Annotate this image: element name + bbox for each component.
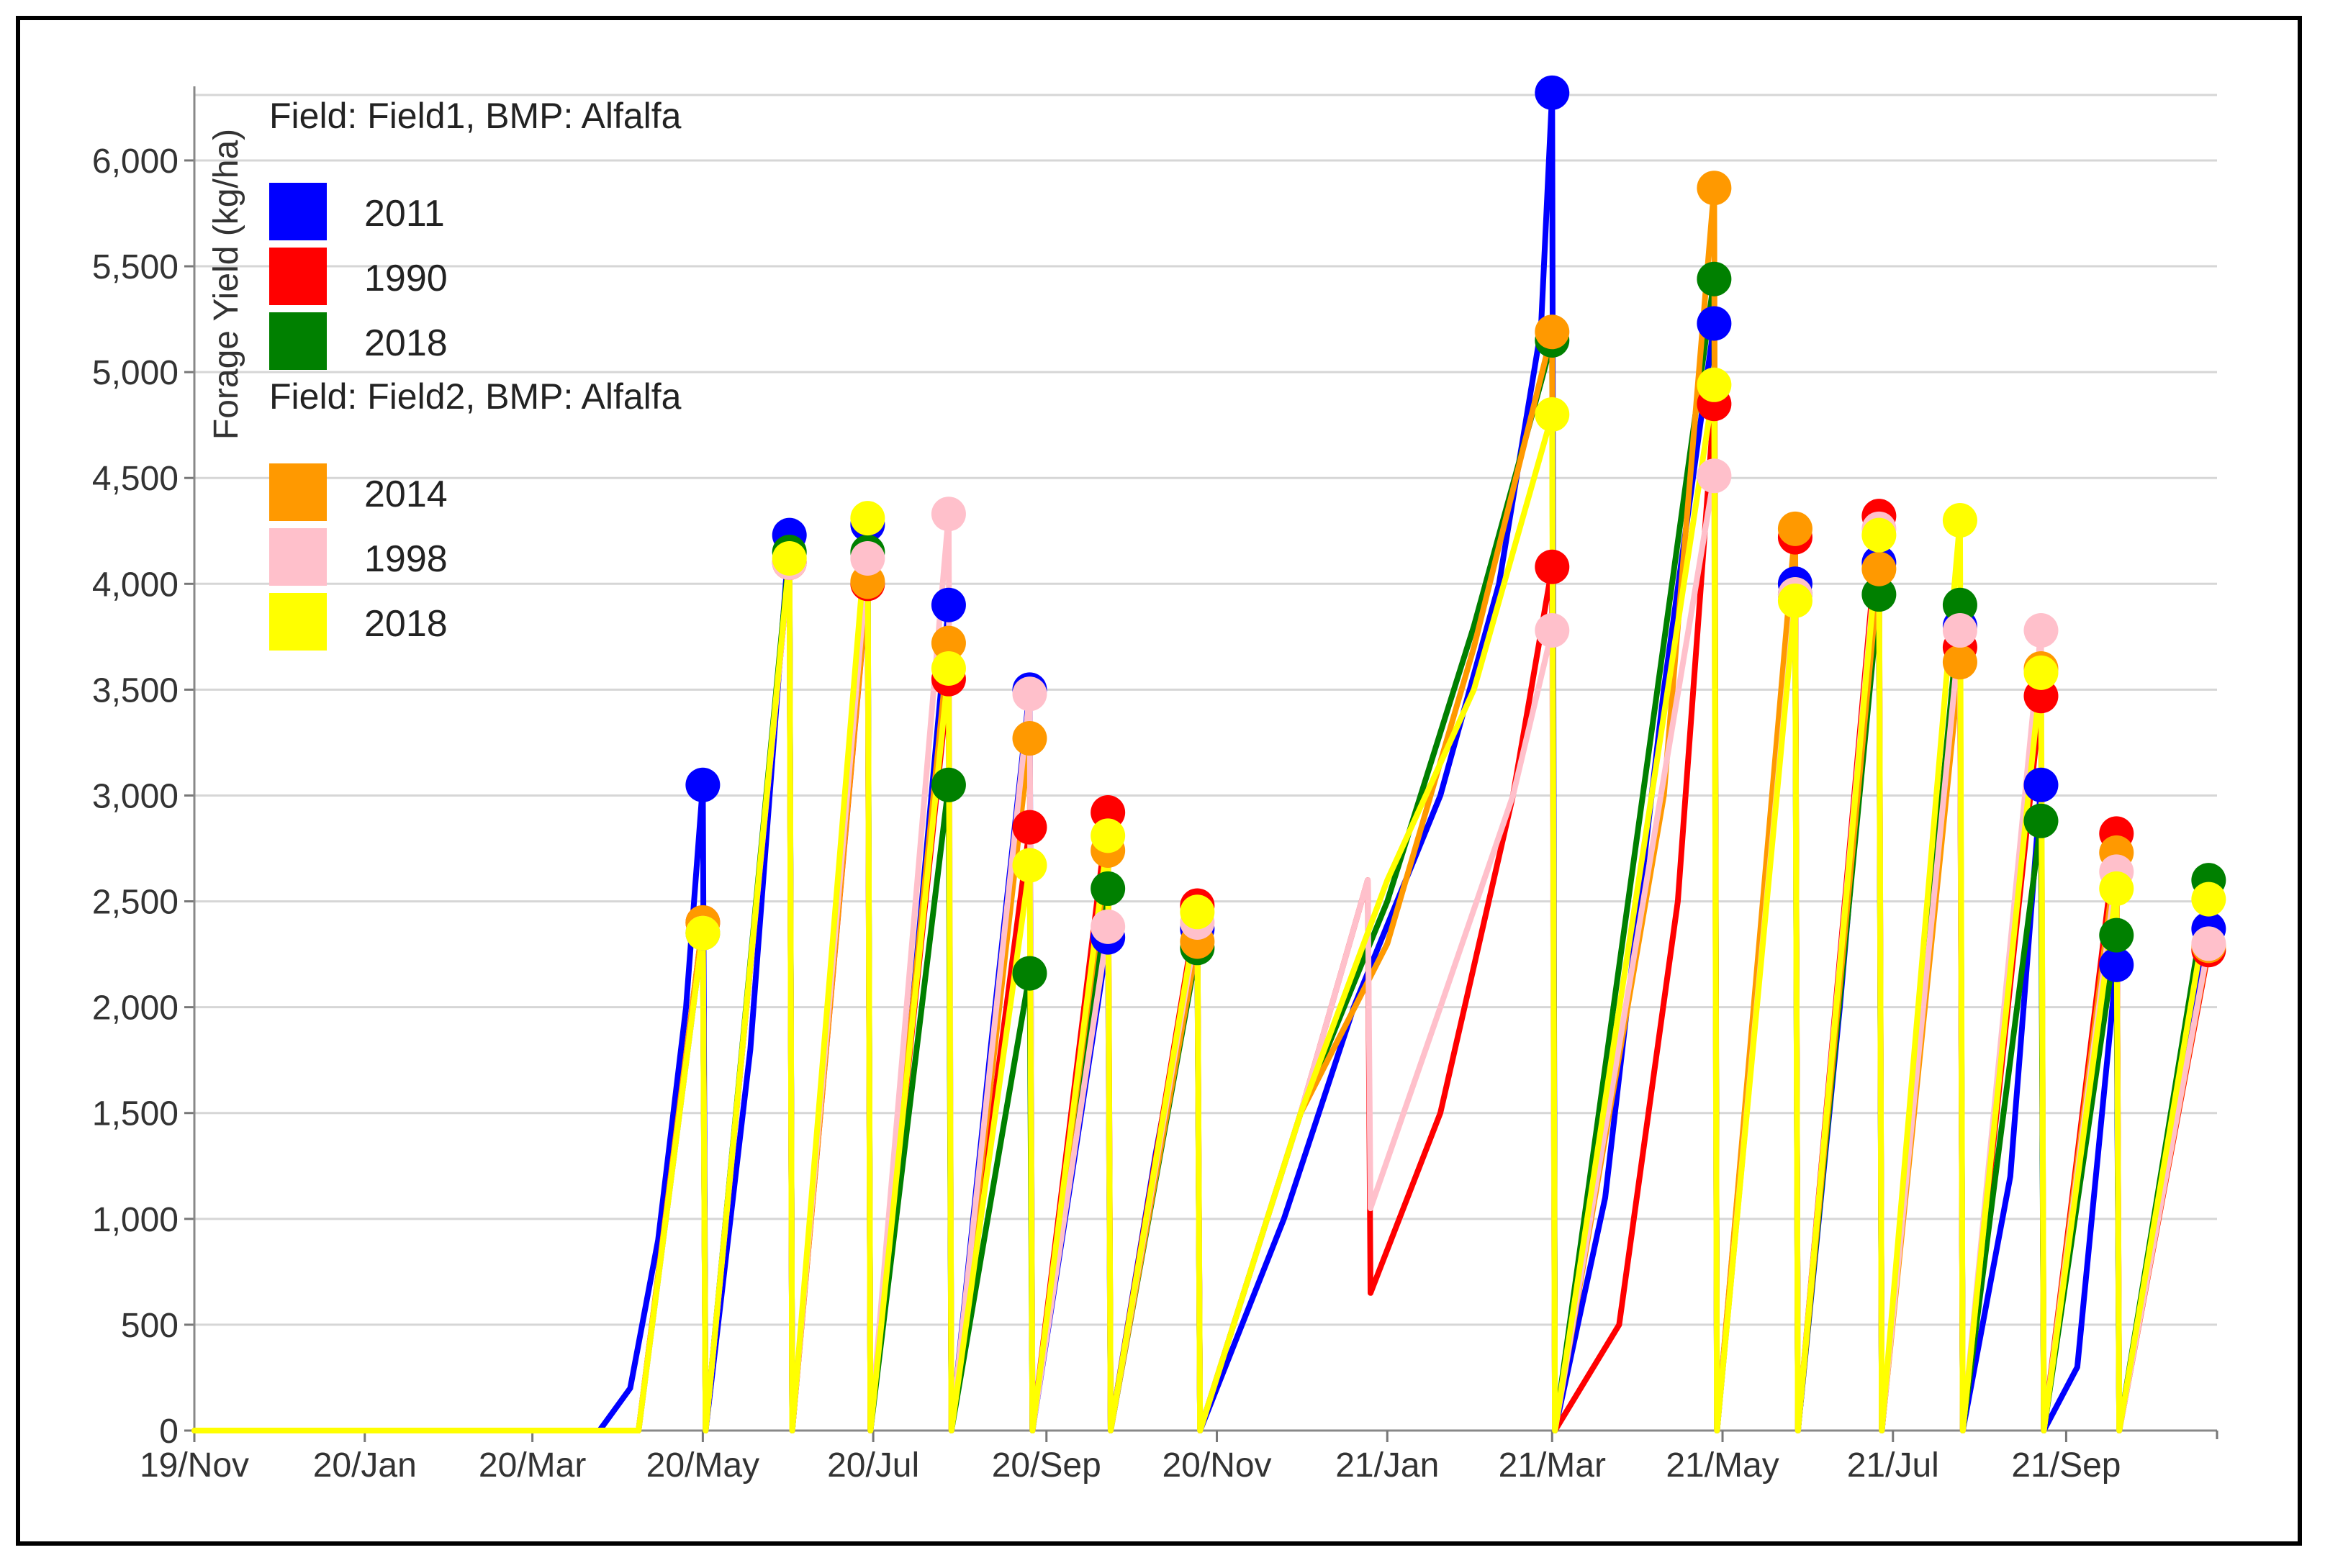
data-point-4 <box>931 497 966 532</box>
data-point-5 <box>1777 583 1812 618</box>
legend-swatch <box>269 528 327 586</box>
data-point-2 <box>2023 803 2059 838</box>
y-tick-label: 3,500 <box>92 671 179 710</box>
legend-swatch <box>269 463 327 521</box>
data-point-5 <box>1012 848 1047 883</box>
legend-group-title: Field: Field1, BMP: Alfalfa <box>269 96 682 136</box>
legend-label: 1990 <box>364 258 448 299</box>
data-point-4 <box>1942 613 1977 648</box>
data-point-4 <box>2023 613 2059 648</box>
legend-label: 2018 <box>364 322 448 364</box>
x-tick-label: 21/Jan <box>1335 1446 1439 1485</box>
data-point-4 <box>1012 676 1047 712</box>
y-tick-label: 5,000 <box>92 354 179 392</box>
data-point-5 <box>2023 655 2059 690</box>
data-point-5 <box>2191 882 2226 917</box>
x-tick-label: 20/Nov <box>1162 1446 1271 1485</box>
data-point-5 <box>1942 503 1977 538</box>
data-point-5 <box>1697 367 1732 402</box>
x-tick-label: 20/Sep <box>992 1446 1101 1485</box>
x-tick-label: 21/May <box>1666 1446 1779 1485</box>
y-tick-label: 3,000 <box>92 777 179 815</box>
data-point-3 <box>1535 314 1570 350</box>
data-point-3 <box>1777 511 1812 546</box>
y-tick-label: 0 <box>159 1413 179 1451</box>
data-point-2 <box>1861 577 1897 612</box>
data-point-4 <box>850 541 885 576</box>
y-tick-label: 1,000 <box>92 1201 179 1239</box>
legend-swatch <box>269 248 327 305</box>
legend-swatch <box>269 183 327 240</box>
data-point-2 <box>931 767 966 802</box>
data-point-4 <box>2191 926 2226 961</box>
data-point-4 <box>1697 458 1732 494</box>
data-point-3 <box>1697 171 1732 206</box>
y-tick-label: 5,500 <box>92 248 179 286</box>
data-point-5 <box>1861 517 1897 553</box>
data-point-5 <box>685 915 721 951</box>
data-point-2 <box>1091 871 1126 906</box>
x-tick-label: 20/Mar <box>479 1446 586 1485</box>
legend-label: 2014 <box>364 473 448 515</box>
data-point-0 <box>1697 306 1732 341</box>
data-point-2 <box>1697 261 1732 296</box>
data-point-3 <box>1942 645 1977 680</box>
legend-group-title: Field: Field2, BMP: Alfalfa <box>269 376 682 417</box>
y-tick-label: 4,000 <box>92 566 179 604</box>
data-point-2 <box>1012 956 1047 991</box>
legend-swatch <box>269 312 327 370</box>
data-point-0 <box>685 767 721 802</box>
y-tick-label: 1,500 <box>92 1095 179 1133</box>
legend-label: 2011 <box>364 193 445 235</box>
y-tick-label: 2,000 <box>92 989 179 1028</box>
legend-label: 2018 <box>364 603 448 645</box>
x-tick-label: 20/May <box>646 1446 759 1485</box>
data-point-3 <box>1012 721 1047 756</box>
data-point-5 <box>2099 871 2134 906</box>
data-point-5 <box>1535 396 1570 432</box>
y-tick-label: 4,500 <box>92 460 179 498</box>
data-point-0 <box>931 587 966 622</box>
x-tick-label: 21/Sep <box>2011 1446 2121 1485</box>
data-point-3 <box>931 625 966 661</box>
axes: 0 500 1,000 1,500 2,000 2,500 3,000 3,500 4,000 4… <box>92 86 2218 1485</box>
chart-frame <box>16 16 2302 1546</box>
data-point-5 <box>850 501 885 536</box>
data-point-3 <box>1861 551 1897 586</box>
series-line-5 <box>191 381 2212 1433</box>
x-tick-label: 21/Jul <box>1847 1446 1939 1485</box>
y-axis-label: Forage Yield (kg/ha) <box>207 129 245 440</box>
y-tick-label: 2,500 <box>92 884 179 922</box>
data-point-5 <box>772 541 807 576</box>
x-tick-label: 21/Mar <box>1499 1446 1606 1485</box>
data-point-2 <box>1942 587 1977 622</box>
data-point-5 <box>931 651 966 686</box>
data-point-4 <box>1535 613 1570 648</box>
legend-label: 1998 <box>364 538 448 580</box>
data-point-5 <box>1091 818 1126 853</box>
data-point-1 <box>1012 810 1047 845</box>
data-point-2 <box>2099 917 2134 953</box>
data-point-4 <box>1091 909 1126 944</box>
series-layer <box>191 75 2226 1433</box>
legend-swatch <box>269 593 327 651</box>
x-tick-label: 20/Jan <box>313 1446 417 1485</box>
x-tick-label: 19/Nov <box>140 1446 249 1485</box>
data-point-0 <box>2023 767 2059 802</box>
grid-lines <box>194 94 2217 1432</box>
legend: Field: Field1, BMP: Alfalfa 2011 1990 2018 F… <box>269 96 682 651</box>
data-point-5 <box>1180 894 1215 930</box>
data-point-0 <box>2099 947 2134 982</box>
y-tick-label: 500 <box>121 1307 179 1345</box>
data-point-1 <box>1535 549 1570 584</box>
y-tick-label: 6,000 <box>92 142 179 181</box>
x-tick-label: 20/Jul <box>827 1446 919 1485</box>
data-point-0 <box>1535 75 1570 110</box>
